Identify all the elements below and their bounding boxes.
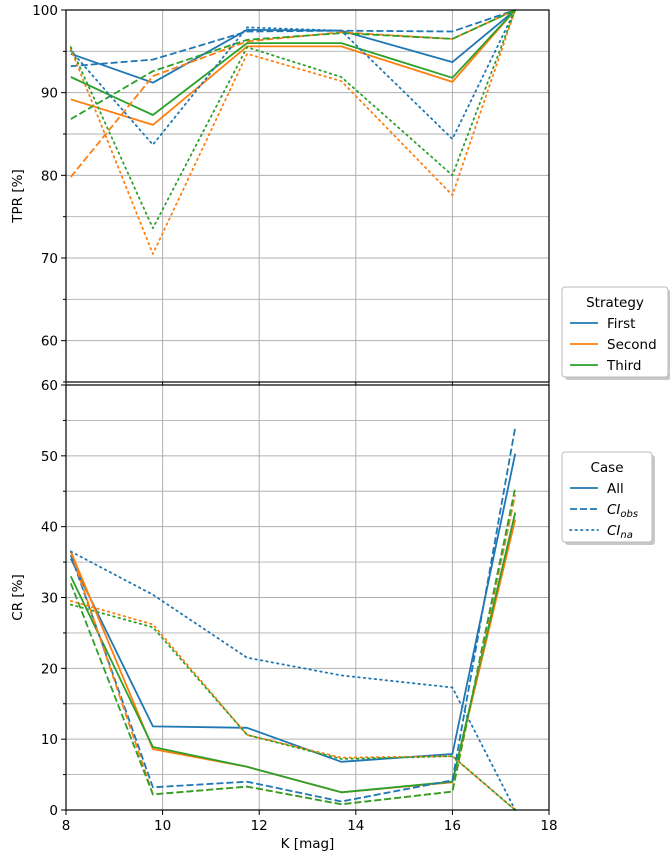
- legend-entry: Third: [606, 358, 641, 374]
- y-tick-label: 70: [41, 251, 58, 267]
- series-group: [69, 9, 517, 255]
- y-tick-label: 20: [41, 661, 58, 677]
- x-tick-label: 10: [154, 818, 171, 834]
- legend-entry: CIna: [607, 523, 633, 541]
- legend-entry: First: [607, 316, 635, 332]
- legend-entry: All: [607, 481, 624, 497]
- y-tick-label: 30: [41, 591, 58, 607]
- series-line-first-all: [70, 9, 516, 84]
- y-tick-label: 60: [41, 378, 58, 394]
- series-line-second-ciobs: [70, 9, 516, 178]
- y-axis-label: TPR [%]: [10, 169, 26, 223]
- y-axis: 60 70 80 90 100: [32, 3, 66, 383]
- series-line-first-cina: [69, 550, 517, 811]
- series-line-second-ciobs: [69, 494, 517, 806]
- x-tick-label: 12: [251, 818, 268, 834]
- y-tick-label: 40: [41, 520, 58, 536]
- y-tick-label: 50: [41, 449, 58, 465]
- legend-title: Strategy: [586, 295, 644, 311]
- series-line-third-all: [69, 512, 517, 794]
- gridlines: [66, 9, 549, 383]
- panel-top: 60 70 80 90 100 TPR [%]: [10, 3, 550, 386]
- legend-box: [561, 286, 669, 378]
- y-tick-label: 10: [41, 732, 58, 748]
- y-axis-label: CR [%]: [10, 574, 26, 620]
- series-line-first-cina: [69, 9, 517, 146]
- series-line-second-all: [70, 9, 516, 126]
- plot-frame: [65, 9, 550, 383]
- series-line-third-ciobs: [69, 487, 517, 806]
- y-tick-label: 80: [41, 168, 58, 184]
- legend-entry-subscript: na: [620, 530, 632, 541]
- series-line-first-all: [69, 453, 517, 763]
- series-line-second-cina: [69, 9, 517, 255]
- x-tick-label: 18: [540, 818, 557, 834]
- y-axis: 0 10 20 30 40 50 60: [41, 378, 66, 819]
- legend-entry-main: CI: [607, 502, 620, 518]
- series-line-third-ciobs: [70, 9, 516, 120]
- x-axis: 8 10 12 14 16 18: [62, 810, 558, 834]
- x-tick-label: 16: [444, 818, 461, 834]
- legend-box: [561, 451, 653, 543]
- legend-title: Case: [590, 460, 623, 476]
- y-tick-label: 0: [49, 803, 58, 819]
- series-line-third-all: [70, 9, 516, 116]
- legend-entry-subscript: obs: [620, 509, 638, 520]
- series-line-third-cina: [69, 603, 517, 811]
- legend-strategy: Strategy First Second Third: [561, 286, 670, 380]
- y-tick-label: 60: [41, 334, 58, 350]
- y-tick-label: 90: [41, 86, 58, 102]
- x-axis-label: K [mag]: [281, 836, 335, 852]
- legend-entry-main: CI: [607, 523, 620, 539]
- panel-bottom: 0 10 20 30 40 50 60 CR [%] 8 10 12 14 16 18 K [mag]: [10, 378, 558, 852]
- y-tick-label: 100: [32, 3, 58, 19]
- series-line-third-cina: [69, 9, 517, 230]
- x-tick-label: 14: [347, 818, 364, 834]
- series-line-first-ciobs: [69, 427, 517, 803]
- legend-entry: CIobs: [607, 502, 638, 520]
- legend-entry: Second: [607, 337, 657, 353]
- x-tick-label: 8: [62, 818, 71, 834]
- series-group: [69, 427, 517, 811]
